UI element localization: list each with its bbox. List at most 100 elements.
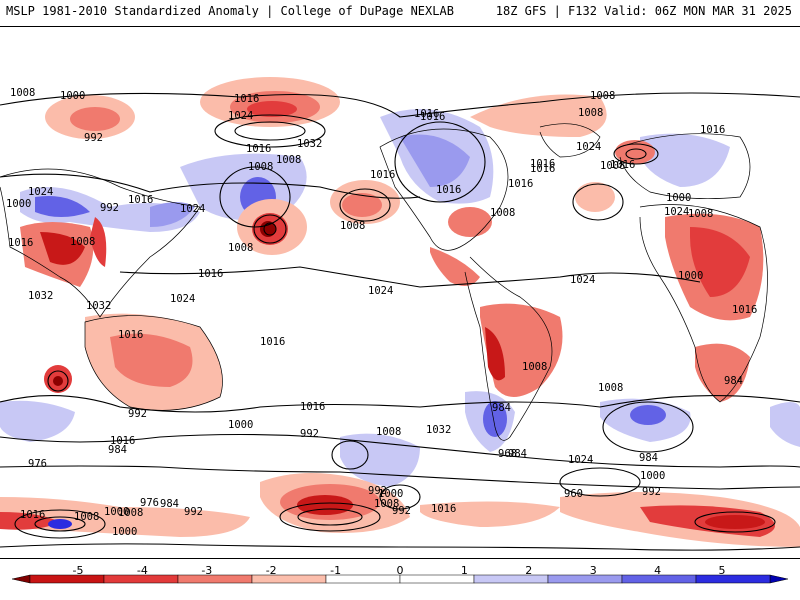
colorbar-segment <box>547 574 623 584</box>
colorbar-tick-label: -4 <box>137 565 148 577</box>
colorbar-min-arrow <box>11 574 31 584</box>
isobar-label: 1016 <box>420 111 445 123</box>
isobar-label: 1016 <box>8 237 33 249</box>
isobar-label: 1024 <box>664 206 689 218</box>
isobar-label: 1024 <box>228 110 253 122</box>
isobar-label: 992 <box>392 505 411 517</box>
isobar-label: 984 <box>508 448 527 460</box>
isobar-label: 1016 <box>110 435 135 447</box>
isobar-label: 1008 <box>228 242 253 254</box>
isobar-label: 1008 <box>374 498 399 510</box>
coastlines <box>0 123 768 441</box>
isobar-label: 1000 <box>378 488 403 500</box>
isobar-label: 1016 <box>700 124 725 136</box>
colorbar-segment <box>695 574 771 584</box>
colorbar-tick-label: 2 <box>525 565 532 577</box>
isobar-label: 1008 <box>600 160 625 172</box>
colorbar-tick-label: -1 <box>330 565 341 577</box>
colorbar-tick-label: 1 <box>461 565 468 577</box>
isobar-label: 1008 <box>276 154 301 166</box>
isobar-label: 1016 <box>300 401 325 413</box>
colorbar: -5 -4 -3 -2 -1 0 1 2 3 4 5 <box>11 565 789 584</box>
isobar-label: 1032 <box>426 424 451 436</box>
isobar-label: 992 <box>128 408 147 420</box>
isobar-label: 1008 <box>248 161 273 173</box>
isobar-label: 1016 <box>234 93 259 105</box>
isobar-label: 1024 <box>570 274 595 286</box>
colorbar-tick-label: 0 <box>397 565 404 577</box>
colorbar-tick-label: -3 <box>201 565 212 577</box>
isobar-label: 1000 <box>640 470 665 482</box>
isobar-label: 1024 <box>28 186 53 198</box>
isobar-label: 1016 <box>610 159 635 171</box>
isobar-label: 1000 <box>6 198 31 210</box>
colorbar-max-arrow <box>769 574 789 584</box>
isobar-label: 1032 <box>28 290 53 302</box>
isobar-label: 976 <box>28 458 47 470</box>
isobar-label: 1032 <box>86 300 111 312</box>
isobars <box>0 92 800 551</box>
isobar-label: 1016 <box>530 158 555 170</box>
isobar-label: 1024 <box>368 285 393 297</box>
isobar-label: 1000 <box>678 270 703 282</box>
isobar-label: 1000 <box>112 526 137 538</box>
isobar-label: 992 <box>100 202 119 214</box>
colorbar-segment <box>251 574 327 584</box>
isobar-label: 984 <box>492 402 511 414</box>
isobar-label: 1016 <box>431 503 456 515</box>
isobar-label: 1016 <box>128 194 153 206</box>
colorbar-segment <box>473 574 549 584</box>
isobar-label: 992 <box>368 485 387 497</box>
anomaly-map: 1008 1000 992 1016 1024 1032 1016 1008 1024 1000 1… <box>0 26 800 559</box>
colorbar-segment <box>177 574 253 584</box>
isobar-label: 1000 <box>666 192 691 204</box>
isobar-label: 1016 <box>414 108 439 120</box>
isobar-label: 1008 <box>688 208 713 220</box>
isobar-label: 1008 <box>118 507 143 519</box>
isobar-label: 1008 <box>490 207 515 219</box>
isobar-label: 984 <box>724 375 743 387</box>
colorbar-tick-label: 4 <box>654 565 661 577</box>
isobar-label: 1016 <box>20 509 45 521</box>
isobar-label: 1024 <box>568 454 593 466</box>
isobar-label: 1008 <box>376 426 401 438</box>
colorbar-tick-label: 5 <box>719 565 726 577</box>
isobar-label: 992 <box>642 486 661 498</box>
isobar-label: 1016 <box>436 184 461 196</box>
isobar-label: 1016 <box>246 143 271 155</box>
isobar-label: 984 <box>160 498 179 510</box>
isobar-label: 1024 <box>170 293 195 305</box>
colorbar-tick-label: -2 <box>266 565 277 577</box>
isobar-label: 1016 <box>530 163 555 175</box>
isobar-label: 984 <box>108 444 127 456</box>
isobar-label: 1032 <box>297 138 322 150</box>
isobar-label: 1008 <box>522 361 547 373</box>
isobar-label: 1000 <box>104 506 129 518</box>
valid-time-label: 18Z GFS | F132 Valid: 06Z MON MAR 31 202… <box>495 4 792 18</box>
isobar-label: 992 <box>84 132 103 144</box>
isobar-label: 1008 <box>598 382 623 394</box>
isobar-label: 984 <box>639 452 658 464</box>
isobar-label: 968 <box>498 448 517 460</box>
isobar-label: 1008 <box>70 236 95 248</box>
isobar-label: 976 <box>140 497 159 509</box>
isobar-label: 992 <box>184 506 203 518</box>
isobar-label: 960 <box>564 488 583 500</box>
isobar-label: 1024 <box>576 141 601 153</box>
isobar-label: 1016 <box>118 329 143 341</box>
isobar-label: 1000 <box>60 90 85 102</box>
isobar-label: 1016 <box>732 304 757 316</box>
anomaly-shading <box>0 77 800 547</box>
isobar-label: 1024 <box>180 203 205 215</box>
isobar-label: 1016 <box>198 268 223 280</box>
isobar-label: 1008 <box>74 511 99 523</box>
colorbar-segment <box>29 574 105 584</box>
isobar-label: 992 <box>300 428 319 440</box>
map-title: MSLP 1981-2010 Standardized Anomaly | Co… <box>6 4 454 18</box>
isobar-label: 1008 <box>578 107 603 119</box>
isobar-label: 1016 <box>508 178 533 190</box>
isobar-label: 1016 <box>370 169 395 181</box>
isobar-label: 1016 <box>260 336 285 348</box>
